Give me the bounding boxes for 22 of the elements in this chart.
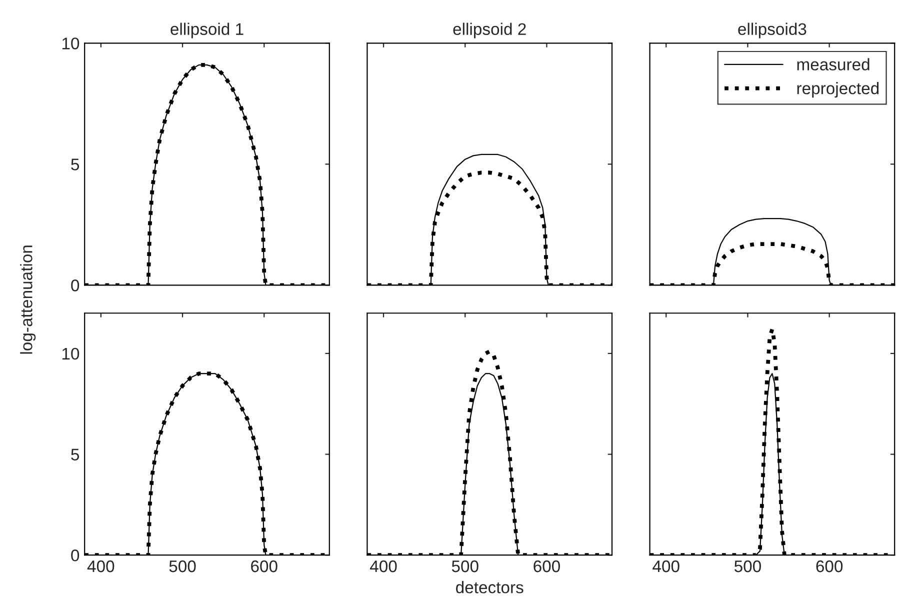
chart-title: ellipsoid 2 [453,22,526,38]
x-tick-label: 500 [452,560,478,572]
x-tick-label: 600 [251,560,278,572]
x-tick-label: 400 [87,560,114,572]
chart-title: ellipsoid 1 [170,22,244,38]
y-tick-label: 5 [71,158,80,170]
y-tick-label: 10 [62,348,80,360]
x-tick-label: 600 [534,560,560,572]
x-tick-label: 600 [816,560,843,572]
y-tick-label: 0 [71,550,80,562]
y-tick-label: 5 [71,448,80,460]
x-tick-label: 500 [169,560,196,572]
y-tick-label: 10 [62,38,80,50]
x-axis-title: detectors [456,581,524,594]
x-tick-label: 500 [734,560,761,572]
y-tick-label: 0 [71,280,80,292]
y-axis-title: log-attenuation [20,246,36,354]
legend-label: reprojected [797,82,879,98]
chart-title: ellipsoid3 [738,22,806,38]
legend-label: measured [797,58,870,70]
x-tick-label: 400 [370,560,397,572]
x-tick-label: 400 [652,560,680,572]
